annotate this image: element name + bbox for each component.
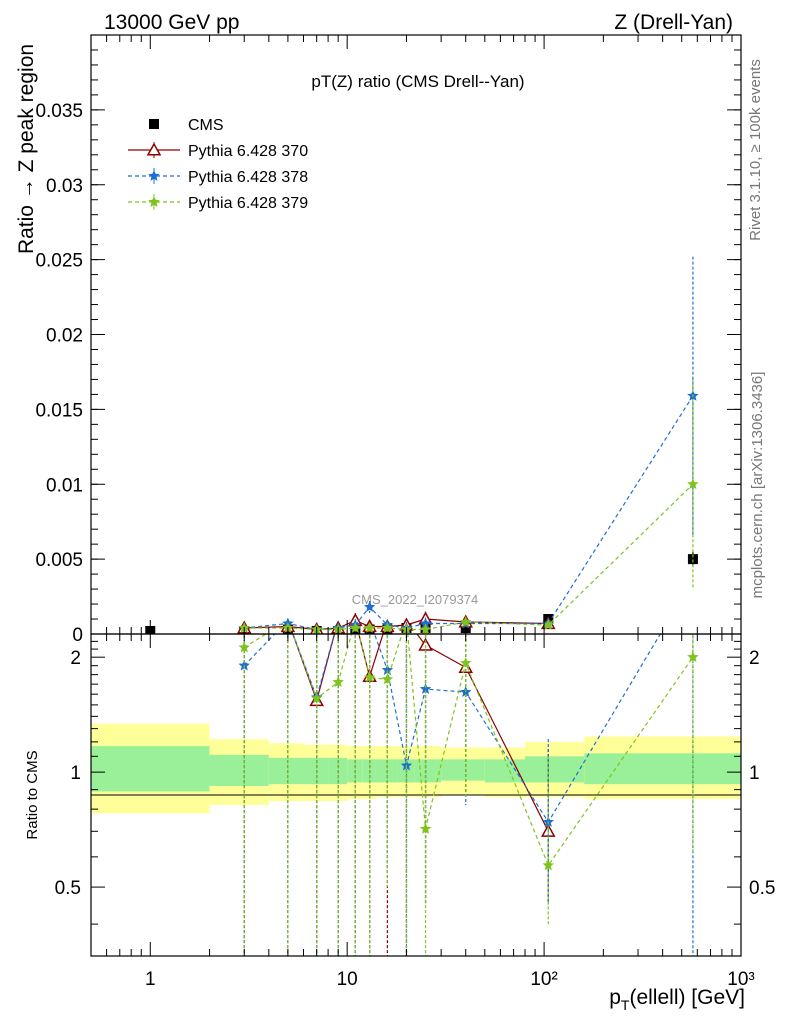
band-green <box>268 757 304 785</box>
x-tick-label: 1 <box>145 969 156 990</box>
main-y-tick-label: 0.01 <box>46 475 83 496</box>
series-3-point <box>687 478 699 490</box>
ratio-series-2-point <box>542 859 554 871</box>
main-y-tick-label: 0.03 <box>46 176 83 197</box>
x-tick-label: 10³ <box>727 969 754 990</box>
mcplots-label: mcplots.cern.ch [arXiv:1306.3436] <box>749 372 766 599</box>
header-left: 13000 GeV pp <box>104 11 239 34</box>
ratio-series-1-point <box>400 759 413 771</box>
legend-label: CMS <box>188 117 224 134</box>
band-green <box>303 757 329 785</box>
series-3-point <box>419 623 432 634</box>
main-ylabel: Ratio → Z peak region <box>15 44 38 254</box>
ratio-series-2-point <box>363 671 376 683</box>
rivet-label: Rivet 3.1.10, ≥ 100k events <box>747 59 764 241</box>
ratio-y-tick-label-left: 1 <box>70 763 81 784</box>
ratio-series-2-point <box>381 673 394 685</box>
legend-marker <box>148 196 160 207</box>
ratio-series-2-point <box>460 657 472 668</box>
ratio-series-1-point <box>419 683 432 694</box>
band-green <box>584 753 741 785</box>
series-3-point <box>363 622 376 633</box>
band-green <box>441 759 485 781</box>
ratio-series-0-point <box>418 637 433 651</box>
series-3-line <box>244 483 694 631</box>
ratio-series-2-line <box>243 634 694 867</box>
series-3-point <box>349 622 361 633</box>
series-2-point <box>363 601 376 612</box>
ratio-frame <box>90 633 742 957</box>
ratio-series-2-point <box>687 651 699 662</box>
main-y-tick-label: 0.02 <box>46 326 83 347</box>
legend-label: Pythia 6.428 370 <box>188 143 308 160</box>
legend-label: Pythia 6.428 378 <box>188 169 308 186</box>
band-green <box>91 746 210 792</box>
x-tick-label: 10² <box>530 969 557 990</box>
main-y-tick-label: 0.015 <box>35 400 83 421</box>
ratio-ylabel: Ratio to CMS <box>24 750 41 839</box>
watermark: CMS_2022_I2079374 <box>352 592 479 607</box>
series-3-point <box>381 622 394 633</box>
main-y-tick-label: 0.025 <box>35 251 83 272</box>
band-green <box>525 756 585 783</box>
ratio-y-tick-label-right: 2 <box>749 648 760 669</box>
series-3-point <box>542 619 554 630</box>
plot-title: pT(Z) ratio (CMS Drell--Yan) <box>311 72 524 91</box>
series-2-point <box>419 617 432 629</box>
main-y-tick-label: 0.035 <box>35 101 83 122</box>
legend-label: Pythia 6.428 379 <box>188 195 308 212</box>
main-y-tick-label: 0 <box>72 625 83 646</box>
ratio-series-2-point <box>419 822 432 834</box>
ratio-uncertainty-bands <box>91 723 741 814</box>
legend-marker <box>146 142 162 156</box>
band-green <box>414 759 442 783</box>
ratio-series-2-point <box>311 692 323 704</box>
series-3-point <box>460 616 472 627</box>
axes-layer: 1 10 10² 10³ 0 0.005 0.01 0.015 0.02 0.025 0.03 0.0… <box>35 35 775 990</box>
band-green <box>484 759 526 783</box>
ratio-y-tick-label-right: 0.5 <box>749 878 775 899</box>
x-axis-label: pT(ellell) [GeV] <box>609 986 745 1013</box>
x-tick-label: 10 <box>337 969 358 990</box>
legend: CMS Pythia 6.428 370 Pythia 6.428 378 Pythi… <box>128 117 308 212</box>
ratio-y-tick-label-right: 1 <box>749 763 760 784</box>
band-green <box>375 759 398 783</box>
series-0-point <box>687 554 698 565</box>
header-right: Z (Drell-Yan) <box>614 11 733 34</box>
legend-marker <box>149 119 159 129</box>
ratio-series-1-line <box>243 634 661 824</box>
ratio-y-tick-label-left: 0.5 <box>55 878 81 899</box>
band-green <box>209 754 269 786</box>
ratio-series-1-point <box>238 659 250 671</box>
main-series-layer <box>145 256 699 634</box>
legend-marker <box>148 170 160 181</box>
ratio-series-2-point <box>238 641 250 653</box>
ratio-y-tick-label-left: 2 <box>70 648 81 669</box>
ratio-series-layer <box>238 634 699 956</box>
ratio-series-1-point <box>381 664 394 675</box>
main-y-tick-label: 0.005 <box>35 550 83 571</box>
series-2-line <box>244 395 694 631</box>
ratio-series-2-point <box>332 676 344 687</box>
